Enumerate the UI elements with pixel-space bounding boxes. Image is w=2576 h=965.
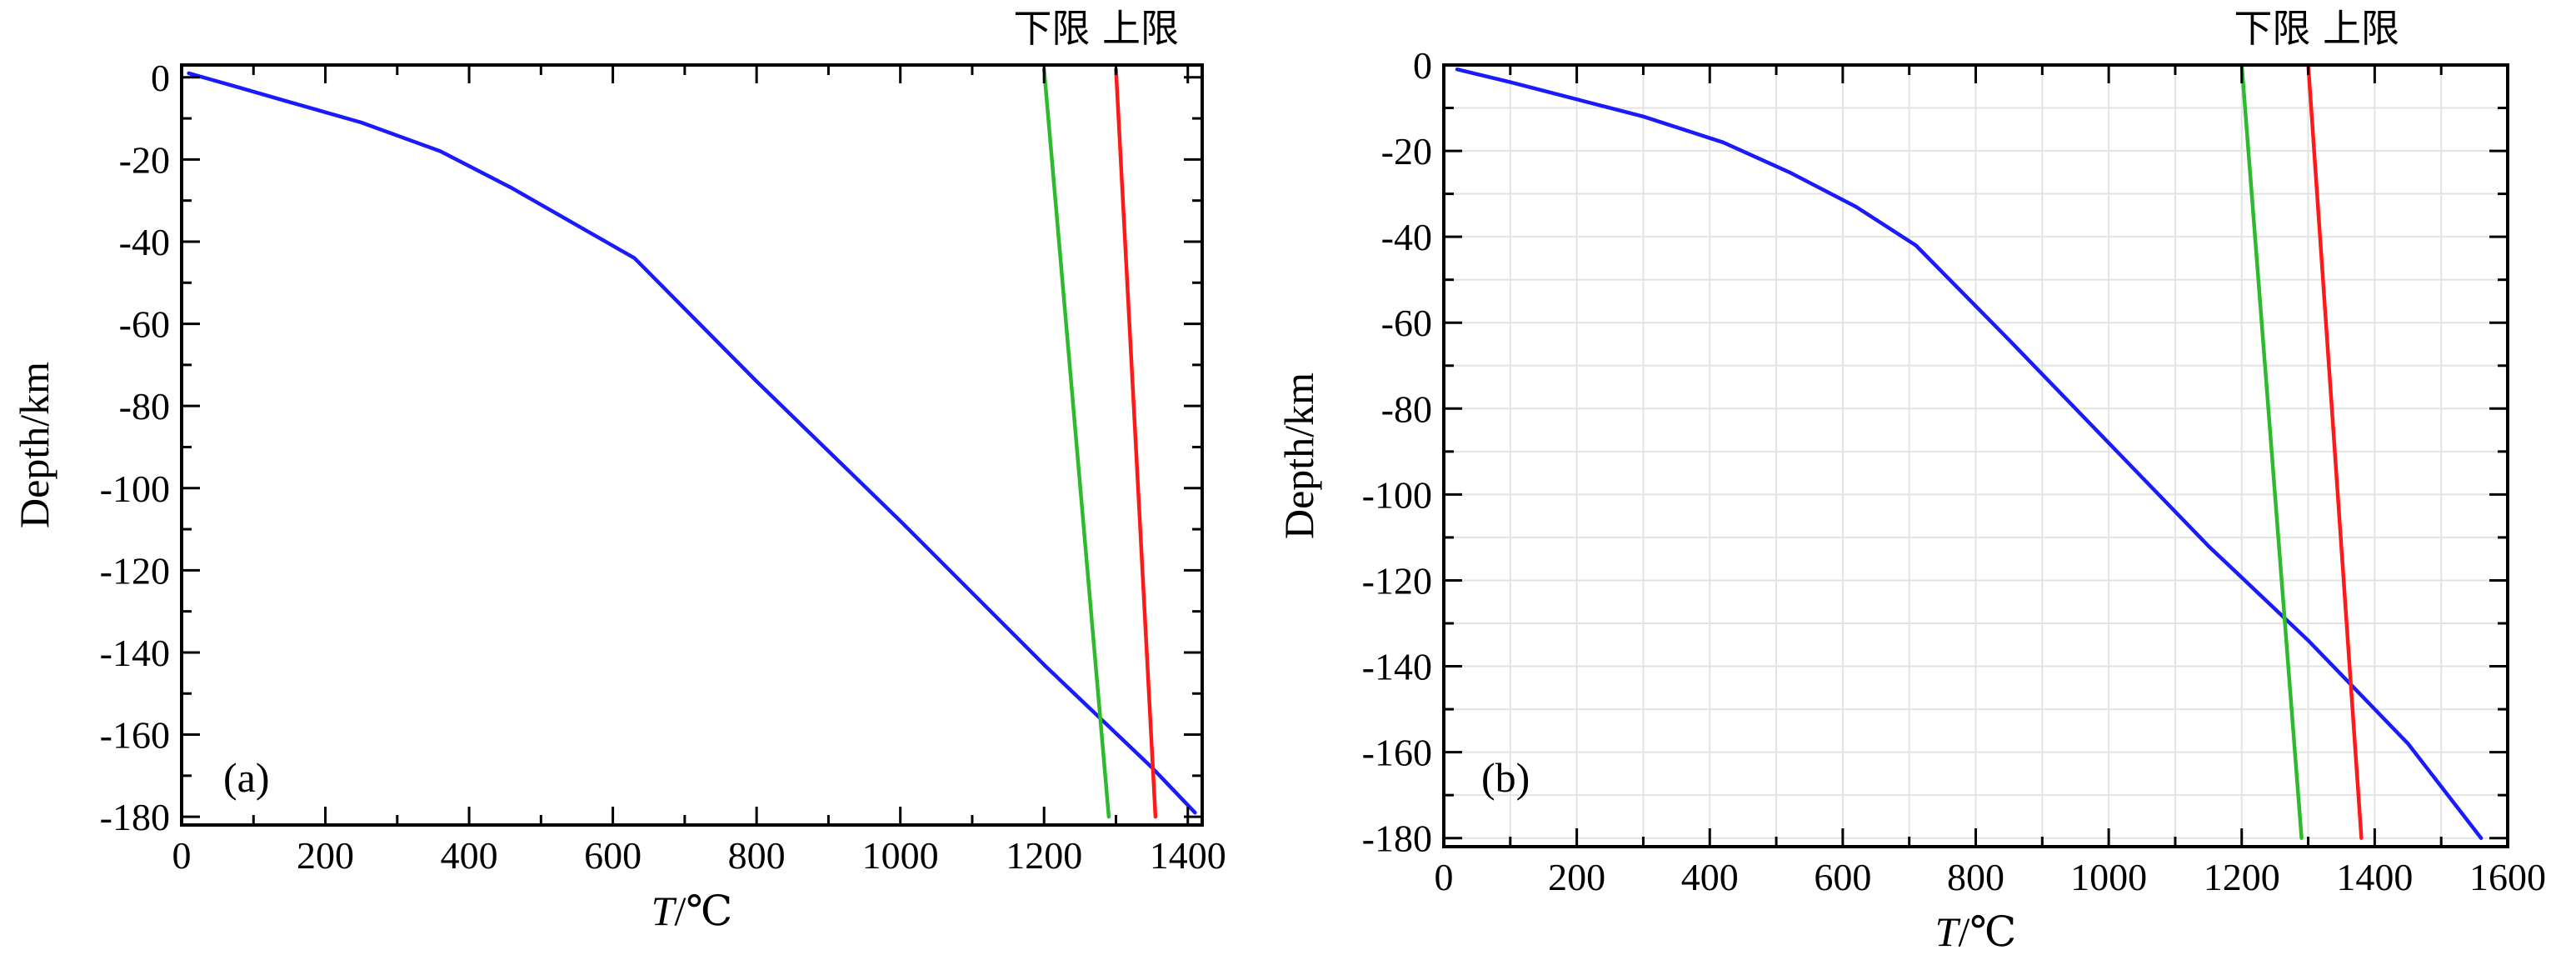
series-line-1 [2239,62,2304,840]
series-line-1 [1041,67,1111,819]
y-tick-label: 0 [151,57,170,99]
y-tick-label: -20 [119,138,170,181]
x-tick-label: 1200 [1006,834,1082,877]
x-axis-title-unit: /℃ [674,888,732,934]
y-tick-label: -20 [1381,130,1432,172]
x-axis-title: T/℃ [651,888,733,934]
x-tick-label: 1600 [2469,856,2546,898]
chart-a: 0 200 400 600 800 1000 1200 1400 0 -20 -40 -60 -80 -1… [11,6,1226,934]
legend-label: 下限 上限 [2234,6,2399,51]
panel-label: (a) [223,754,270,801]
panel-label: (b) [1481,754,1530,801]
x-tick-label: 600 [1814,856,1871,898]
x-axis-title-unit: /℃ [1958,908,2016,955]
y-tick-label: -120 [100,549,170,592]
y-tick-label: -180 [100,796,170,838]
y-tick-label: -160 [1362,732,1432,774]
y-axis-title: Depth/km [11,362,57,528]
series-line-2 [2306,62,2364,840]
y-axis-title: Depth/km [1276,372,1322,539]
x-tick-label: 0 [172,834,192,877]
x-axis-title: T/℃ [1935,908,2017,955]
y-tick-label: -100 [1362,473,1432,516]
y-tick-label: -40 [1381,216,1432,258]
chart-b: 0 200 400 600 800 1000 1200 1400 1600 0 -20 -40 -60 -… [1276,6,2546,955]
x-tick-label: 1400 [1150,834,1226,877]
x-axis-title-variable: T [651,888,677,934]
x-tick-label: 200 [297,834,354,877]
series-line-0 [187,71,1197,815]
series-line-2 [1114,67,1158,819]
y-tick-label: -180 [1362,818,1432,860]
x-tick-label: 1400 [2336,856,2413,898]
x-tick-label: 800 [728,834,786,877]
x-tick-label: 400 [441,834,498,877]
x-tick-label: 800 [1947,856,2004,898]
y-tick-label: 0 [1413,44,1432,87]
plot-frame [180,63,1204,827]
grid-lines [1444,65,2508,847]
y-tick-label: -100 [100,468,170,510]
y-tick-label: -60 [119,303,170,346]
x-tick-label: 0 [1435,856,1454,898]
y-tick-label: -140 [1362,646,1432,688]
x-tick-label: 1000 [862,834,939,877]
x-tick-label: 600 [584,834,642,877]
legend-label: 下限 上限 [1013,6,1179,51]
y-tick-label: -120 [1362,559,1432,602]
y-tick-label: -80 [119,385,170,428]
x-axis-title-variable: T [1935,908,1961,955]
x-tick-label: 1000 [2070,856,2147,898]
x-tick-label: 1200 [2204,856,2280,898]
y-tick-label: -80 [1381,388,1432,430]
y-tick-label: -160 [100,714,170,757]
y-tick-label: -40 [119,221,170,263]
x-tick-label: 200 [1548,856,1605,898]
x-tick-label: 400 [1681,856,1739,898]
y-tick-label: -140 [100,632,170,674]
series-line-0 [1455,67,2484,840]
y-tick-label: -60 [1381,302,1432,344]
